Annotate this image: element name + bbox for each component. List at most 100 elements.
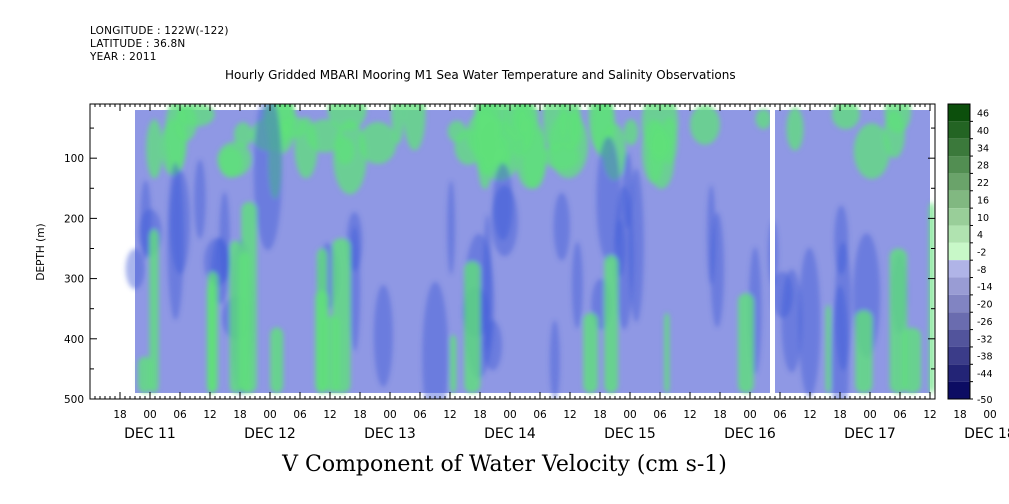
positive-plume	[149, 229, 159, 393]
positive-blob	[548, 111, 589, 179]
colorbar-label: 4	[977, 230, 983, 241]
y-tick-label: 300	[64, 274, 84, 286]
x-day-label: DEC 14	[484, 426, 536, 442]
positive-plume	[825, 304, 831, 393]
x-hour-label: 12	[683, 409, 696, 421]
positive-blob	[690, 104, 720, 145]
x-hour-label: 18	[353, 409, 366, 421]
colorbar-label: -32	[977, 334, 993, 345]
x-hour-label: 18	[113, 409, 126, 421]
negative-streak	[373, 284, 393, 387]
positive-blob	[884, 104, 912, 133]
x-hour-label: 12	[323, 409, 336, 421]
x-hour-label: 00	[503, 409, 516, 421]
x-hour-label: 06	[653, 409, 667, 421]
x-hour-label: 12	[203, 409, 216, 421]
colorbar-swatch	[948, 329, 970, 347]
x-day-label: DEC 11	[124, 426, 176, 442]
positive-blob	[755, 109, 772, 130]
x-hour-label: 06	[413, 409, 427, 421]
x-hour-label: 06	[533, 409, 547, 421]
x-hour-label: 18	[593, 409, 606, 421]
negative-streak	[253, 104, 282, 251]
y-axis-title: DEPTH (m)	[35, 223, 47, 280]
positive-blob	[217, 141, 252, 177]
colorbar-swatch	[948, 173, 970, 191]
positive-plume	[738, 293, 754, 393]
x-hour-label: 18	[713, 409, 726, 421]
positive-plume	[928, 202, 935, 393]
negative-streak	[798, 247, 821, 398]
colorbar-label: -8	[977, 265, 986, 276]
colorbar-swatch	[948, 277, 970, 295]
positive-blob	[786, 107, 804, 151]
colorbar-swatch	[948, 121, 970, 139]
positive-plume	[208, 279, 215, 393]
x-hour-label: 00	[143, 409, 156, 421]
heatmap-field	[125, 104, 935, 399]
colorbar-swatch	[948, 364, 970, 382]
x-hour-label: 18	[233, 409, 246, 421]
positive-blob	[447, 120, 467, 143]
negative-streak	[447, 180, 456, 275]
x-hour-label: 00	[743, 409, 756, 421]
positive-blob	[178, 104, 215, 127]
x-hour-label: 06	[173, 409, 187, 421]
positive-blob	[853, 123, 890, 180]
negative-streak	[553, 192, 570, 261]
x-hour-label: 00	[983, 409, 996, 421]
x-hour-label: 12	[443, 409, 456, 421]
x-hour-label: 00	[383, 409, 396, 421]
colorbar-swatch	[948, 294, 970, 313]
x-hour-label: 12	[803, 409, 816, 421]
positive-blob	[164, 104, 188, 174]
colorbar-frame	[947, 103, 971, 400]
positive-blob	[650, 132, 667, 162]
positive-blob	[831, 104, 860, 130]
x-hour-label: 12	[923, 409, 936, 421]
negative-streak	[772, 271, 793, 318]
colorbar-swatch	[948, 156, 970, 174]
x-day-label: DEC 18	[964, 426, 1009, 442]
colorbar-swatch	[948, 225, 970, 243]
x-hour-label: 00	[623, 409, 636, 421]
colorbar-label: 16	[977, 195, 989, 206]
positive-plume	[315, 290, 329, 393]
negative-streak	[706, 185, 716, 285]
colorbar-label: -38	[977, 352, 993, 363]
x-hour-label: 18	[833, 409, 846, 421]
colorbar-swatch	[948, 381, 970, 399]
colorbar-swatch	[948, 208, 970, 226]
positive-blob	[623, 119, 639, 146]
positive-plume	[604, 255, 619, 393]
positive-blob	[233, 122, 253, 148]
colorbar-label: 10	[977, 213, 989, 224]
x-hour-label: 18	[473, 409, 486, 421]
colorbar-label: 34	[977, 143, 989, 154]
positive-plume	[137, 356, 152, 393]
positive-blob	[333, 120, 367, 195]
x-day-label: DEC 15	[604, 426, 656, 442]
positive-plume	[238, 252, 251, 393]
x-hour-label: 06	[773, 409, 787, 421]
colorbar-label: -20	[977, 300, 993, 311]
positive-plume	[889, 248, 908, 393]
negative-streak	[614, 185, 634, 330]
colorbar-swatch	[948, 104, 970, 122]
x-hour-label: 06	[893, 409, 907, 421]
positive-plume	[902, 327, 921, 393]
negative-streak	[549, 320, 560, 399]
positive-blob	[146, 119, 163, 179]
y-tick-label: 100	[64, 153, 84, 165]
positive-plume	[325, 315, 340, 393]
colorbar-label: 46	[977, 109, 989, 120]
positive-plume	[270, 327, 284, 393]
velocity-blobs	[125, 104, 935, 399]
x-axis-title: V Component of Water Velocity (cm s-1)	[282, 452, 727, 477]
x-axis-ticks	[89, 104, 936, 399]
colorbar-swatch	[948, 260, 970, 278]
colorbar-label: -14	[977, 282, 993, 293]
latitude-label: LATITUDE : 36.8N	[90, 38, 186, 50]
positive-plume	[855, 310, 873, 393]
colorbar-label: -50	[977, 395, 993, 406]
